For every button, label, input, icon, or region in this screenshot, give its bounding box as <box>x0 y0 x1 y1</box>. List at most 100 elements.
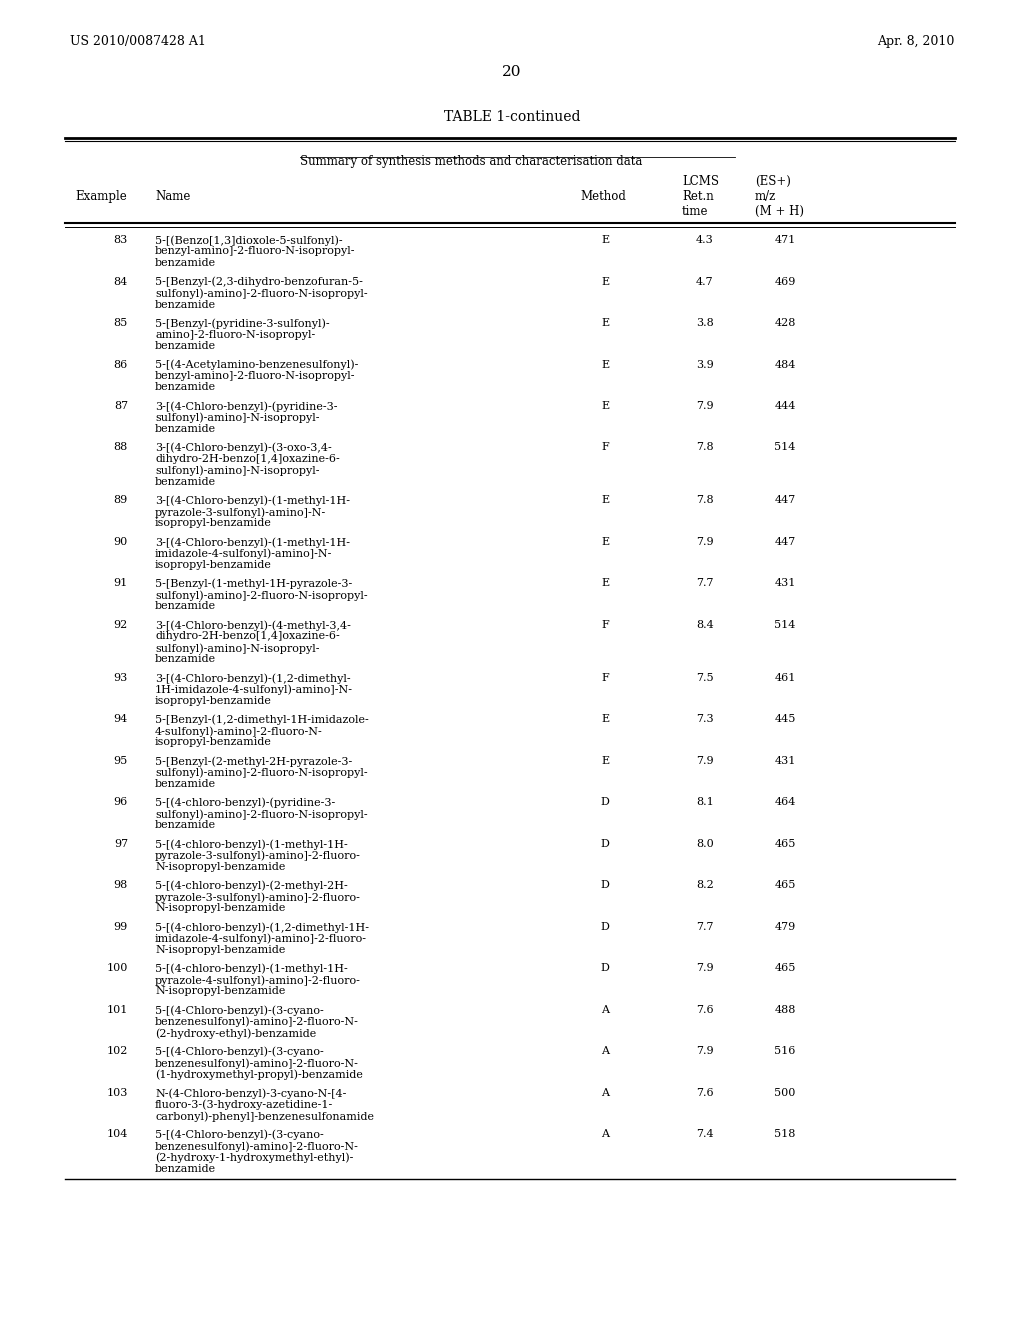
Text: 445: 445 <box>774 714 796 725</box>
Text: isopropyl-benzamide: isopropyl-benzamide <box>155 696 272 706</box>
Text: 469: 469 <box>774 276 796 286</box>
Text: 471: 471 <box>774 235 796 246</box>
Text: sulfonyl)-amino]-N-isopropyl-: sulfonyl)-amino]-N-isopropyl- <box>155 643 319 653</box>
Text: 7.8: 7.8 <box>696 495 714 506</box>
Text: 83: 83 <box>114 235 128 246</box>
Text: 7.4: 7.4 <box>696 1130 714 1139</box>
Text: 465: 465 <box>774 964 796 973</box>
Text: Method: Method <box>580 190 626 203</box>
Text: 87: 87 <box>114 401 128 411</box>
Text: Ret.n: Ret.n <box>682 190 714 203</box>
Text: 103: 103 <box>106 1088 128 1098</box>
Text: 428: 428 <box>774 318 796 327</box>
Text: E: E <box>601 756 609 766</box>
Text: 5-[(4-chloro-benzyl)-(1,2-dimethyl-1H-: 5-[(4-chloro-benzyl)-(1,2-dimethyl-1H- <box>155 921 369 932</box>
Text: 96: 96 <box>114 797 128 808</box>
Text: E: E <box>601 714 609 725</box>
Text: (2-hydroxy-1-hydroxymethyl-ethyl)-: (2-hydroxy-1-hydroxymethyl-ethyl)- <box>155 1152 353 1163</box>
Text: 8.0: 8.0 <box>696 840 714 849</box>
Text: 5-[Benzyl-(1,2-dimethyl-1H-imidazole-: 5-[Benzyl-(1,2-dimethyl-1H-imidazole- <box>155 714 369 725</box>
Text: A: A <box>601 1005 609 1015</box>
Text: imidazole-4-sulfonyl)-amino]-N-: imidazole-4-sulfonyl)-amino]-N- <box>155 549 333 560</box>
Text: 488: 488 <box>774 1005 796 1015</box>
Text: 101: 101 <box>106 1005 128 1015</box>
Text: 464: 464 <box>774 797 796 808</box>
Text: A: A <box>601 1088 609 1098</box>
Text: 4-sulfonyl)-amino]-2-fluoro-N-: 4-sulfonyl)-amino]-2-fluoro-N- <box>155 726 323 737</box>
Text: 5-[Benzyl-(2-methyl-2H-pyrazole-3-: 5-[Benzyl-(2-methyl-2H-pyrazole-3- <box>155 756 352 767</box>
Text: 7.8: 7.8 <box>696 442 714 453</box>
Text: 5-[Benzyl-(pyridine-3-sulfonyl)-: 5-[Benzyl-(pyridine-3-sulfonyl)- <box>155 318 330 329</box>
Text: (1-hydroxymethyl-propyl)-benzamide: (1-hydroxymethyl-propyl)-benzamide <box>155 1069 362 1080</box>
Text: 5-[(Benzo[1,3]dioxole-5-sulfonyl)-: 5-[(Benzo[1,3]dioxole-5-sulfonyl)- <box>155 235 343 246</box>
Text: 20: 20 <box>502 65 522 79</box>
Text: 7.9: 7.9 <box>696 1047 714 1056</box>
Text: 444: 444 <box>774 401 796 411</box>
Text: F: F <box>601 673 609 682</box>
Text: 3.8: 3.8 <box>696 318 714 327</box>
Text: E: E <box>601 318 609 327</box>
Text: A: A <box>601 1047 609 1056</box>
Text: 7.3: 7.3 <box>696 714 714 725</box>
Text: time: time <box>682 205 709 218</box>
Text: Example: Example <box>75 190 127 203</box>
Text: 5-[(4-chloro-benzyl)-(1-methyl-1H-: 5-[(4-chloro-benzyl)-(1-methyl-1H- <box>155 840 348 850</box>
Text: 465: 465 <box>774 840 796 849</box>
Text: 3-[(4-Chloro-benzyl)-(4-methyl-3,4-: 3-[(4-Chloro-benzyl)-(4-methyl-3,4- <box>155 620 351 631</box>
Text: dihydro-2H-benzo[1,4]oxazine-6-: dihydro-2H-benzo[1,4]oxazine-6- <box>155 454 340 465</box>
Text: isopropyl-benzamide: isopropyl-benzamide <box>155 738 272 747</box>
Text: E: E <box>601 359 609 370</box>
Text: (M + H): (M + H) <box>755 205 804 218</box>
Text: 99: 99 <box>114 921 128 932</box>
Text: 7.9: 7.9 <box>696 756 714 766</box>
Text: E: E <box>601 495 609 506</box>
Text: Name: Name <box>155 190 190 203</box>
Text: benzamide: benzamide <box>155 821 216 830</box>
Text: 94: 94 <box>114 714 128 725</box>
Text: (ES+): (ES+) <box>755 176 791 187</box>
Text: benzamide: benzamide <box>155 477 216 487</box>
Text: N-isopropyl-benzamide: N-isopropyl-benzamide <box>155 903 286 913</box>
Text: 7.7: 7.7 <box>696 578 714 589</box>
Text: benzamide: benzamide <box>155 424 216 434</box>
Text: E: E <box>601 235 609 246</box>
Text: F: F <box>601 620 609 630</box>
Text: LCMS: LCMS <box>682 176 719 187</box>
Text: 5-[(4-chloro-benzyl)-(pyridine-3-: 5-[(4-chloro-benzyl)-(pyridine-3- <box>155 797 335 808</box>
Text: 514: 514 <box>774 442 796 453</box>
Text: sulfonyl)-amino]-2-fluoro-N-isopropyl-: sulfonyl)-amino]-2-fluoro-N-isopropyl- <box>155 590 368 601</box>
Text: 5-[Benzyl-(1-methyl-1H-pyrazole-3-: 5-[Benzyl-(1-methyl-1H-pyrazole-3- <box>155 578 352 589</box>
Text: 3-[(4-Chloro-benzyl)-(1-methyl-1H-: 3-[(4-Chloro-benzyl)-(1-methyl-1H- <box>155 537 350 548</box>
Text: N-isopropyl-benzamide: N-isopropyl-benzamide <box>155 862 286 873</box>
Text: benzamide: benzamide <box>155 602 216 611</box>
Text: 5-[Benzyl-(2,3-dihydro-benzofuran-5-: 5-[Benzyl-(2,3-dihydro-benzofuran-5- <box>155 276 362 286</box>
Text: 3-[(4-Chloro-benzyl)-(3-oxo-3,4-: 3-[(4-Chloro-benzyl)-(3-oxo-3,4- <box>155 442 332 453</box>
Text: isopropyl-benzamide: isopropyl-benzamide <box>155 560 272 570</box>
Text: benzenesulfonyl)-amino]-2-fluoro-N-: benzenesulfonyl)-amino]-2-fluoro-N- <box>155 1059 358 1069</box>
Text: D: D <box>600 964 609 973</box>
Text: sulfonyl)-amino]-2-fluoro-N-isopropyl-: sulfonyl)-amino]-2-fluoro-N-isopropyl- <box>155 809 368 820</box>
Text: 8.4: 8.4 <box>696 620 714 630</box>
Text: 97: 97 <box>114 840 128 849</box>
Text: N-isopropyl-benzamide: N-isopropyl-benzamide <box>155 986 286 997</box>
Text: 8.2: 8.2 <box>696 880 714 891</box>
Text: 3-[(4-Chloro-benzyl)-(pyridine-3-: 3-[(4-Chloro-benzyl)-(pyridine-3- <box>155 401 338 412</box>
Text: 3.9: 3.9 <box>696 359 714 370</box>
Text: 4.7: 4.7 <box>696 276 714 286</box>
Text: benzamide: benzamide <box>155 257 216 268</box>
Text: 5-[(4-chloro-benzyl)-(2-methyl-2H-: 5-[(4-chloro-benzyl)-(2-methyl-2H- <box>155 880 348 891</box>
Text: 1H-imidazole-4-sulfonyl)-amino]-N-: 1H-imidazole-4-sulfonyl)-amino]-N- <box>155 685 353 696</box>
Text: 7.9: 7.9 <box>696 537 714 546</box>
Text: 4.3: 4.3 <box>696 235 714 246</box>
Text: 100: 100 <box>106 964 128 973</box>
Text: 514: 514 <box>774 620 796 630</box>
Text: 93: 93 <box>114 673 128 682</box>
Text: E: E <box>601 578 609 589</box>
Text: 90: 90 <box>114 537 128 546</box>
Text: US 2010/0087428 A1: US 2010/0087428 A1 <box>70 36 206 48</box>
Text: benzenesulfonyl)-amino]-2-fluoro-N-: benzenesulfonyl)-amino]-2-fluoro-N- <box>155 1016 358 1027</box>
Text: F: F <box>601 442 609 453</box>
Text: benzamide: benzamide <box>155 300 216 309</box>
Text: E: E <box>601 401 609 411</box>
Text: D: D <box>600 921 609 932</box>
